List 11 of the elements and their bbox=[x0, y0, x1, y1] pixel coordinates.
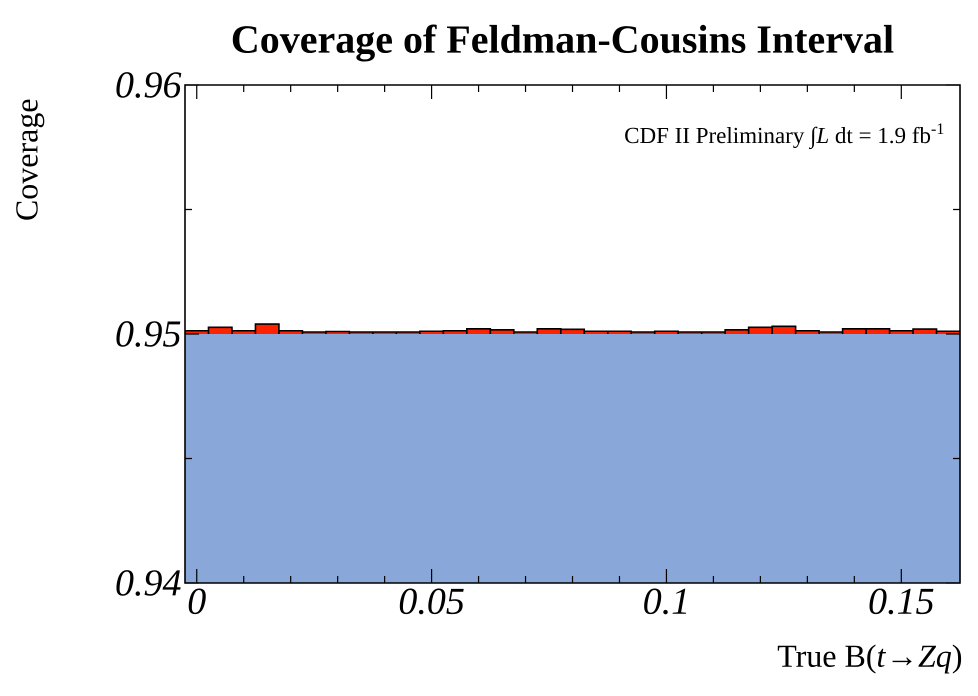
y-tick-label: 0.95 bbox=[116, 321, 180, 347]
annotation: CDF II Preliminary ∫L dt = 1.9 fb$^{-1}$ bbox=[625, 123, 944, 150]
chart-title: Coverage of Feldman-Cousins Interval bbox=[232, 24, 894, 62]
y-tick-label: 0.94 bbox=[116, 570, 181, 596]
x-tick-label: 0.05 bbox=[400, 588, 464, 614]
y-axis-title: Coverage bbox=[16, 100, 44, 220]
x-axis-title: True B(t→Zq) bbox=[778, 644, 962, 674]
x-tick-label: 0 bbox=[188, 588, 206, 614]
x-tick-label: 0.15 bbox=[870, 588, 934, 614]
x-tick-label: 0.1 bbox=[644, 588, 686, 614]
y-tick-label: 0.96 bbox=[116, 72, 182, 98]
